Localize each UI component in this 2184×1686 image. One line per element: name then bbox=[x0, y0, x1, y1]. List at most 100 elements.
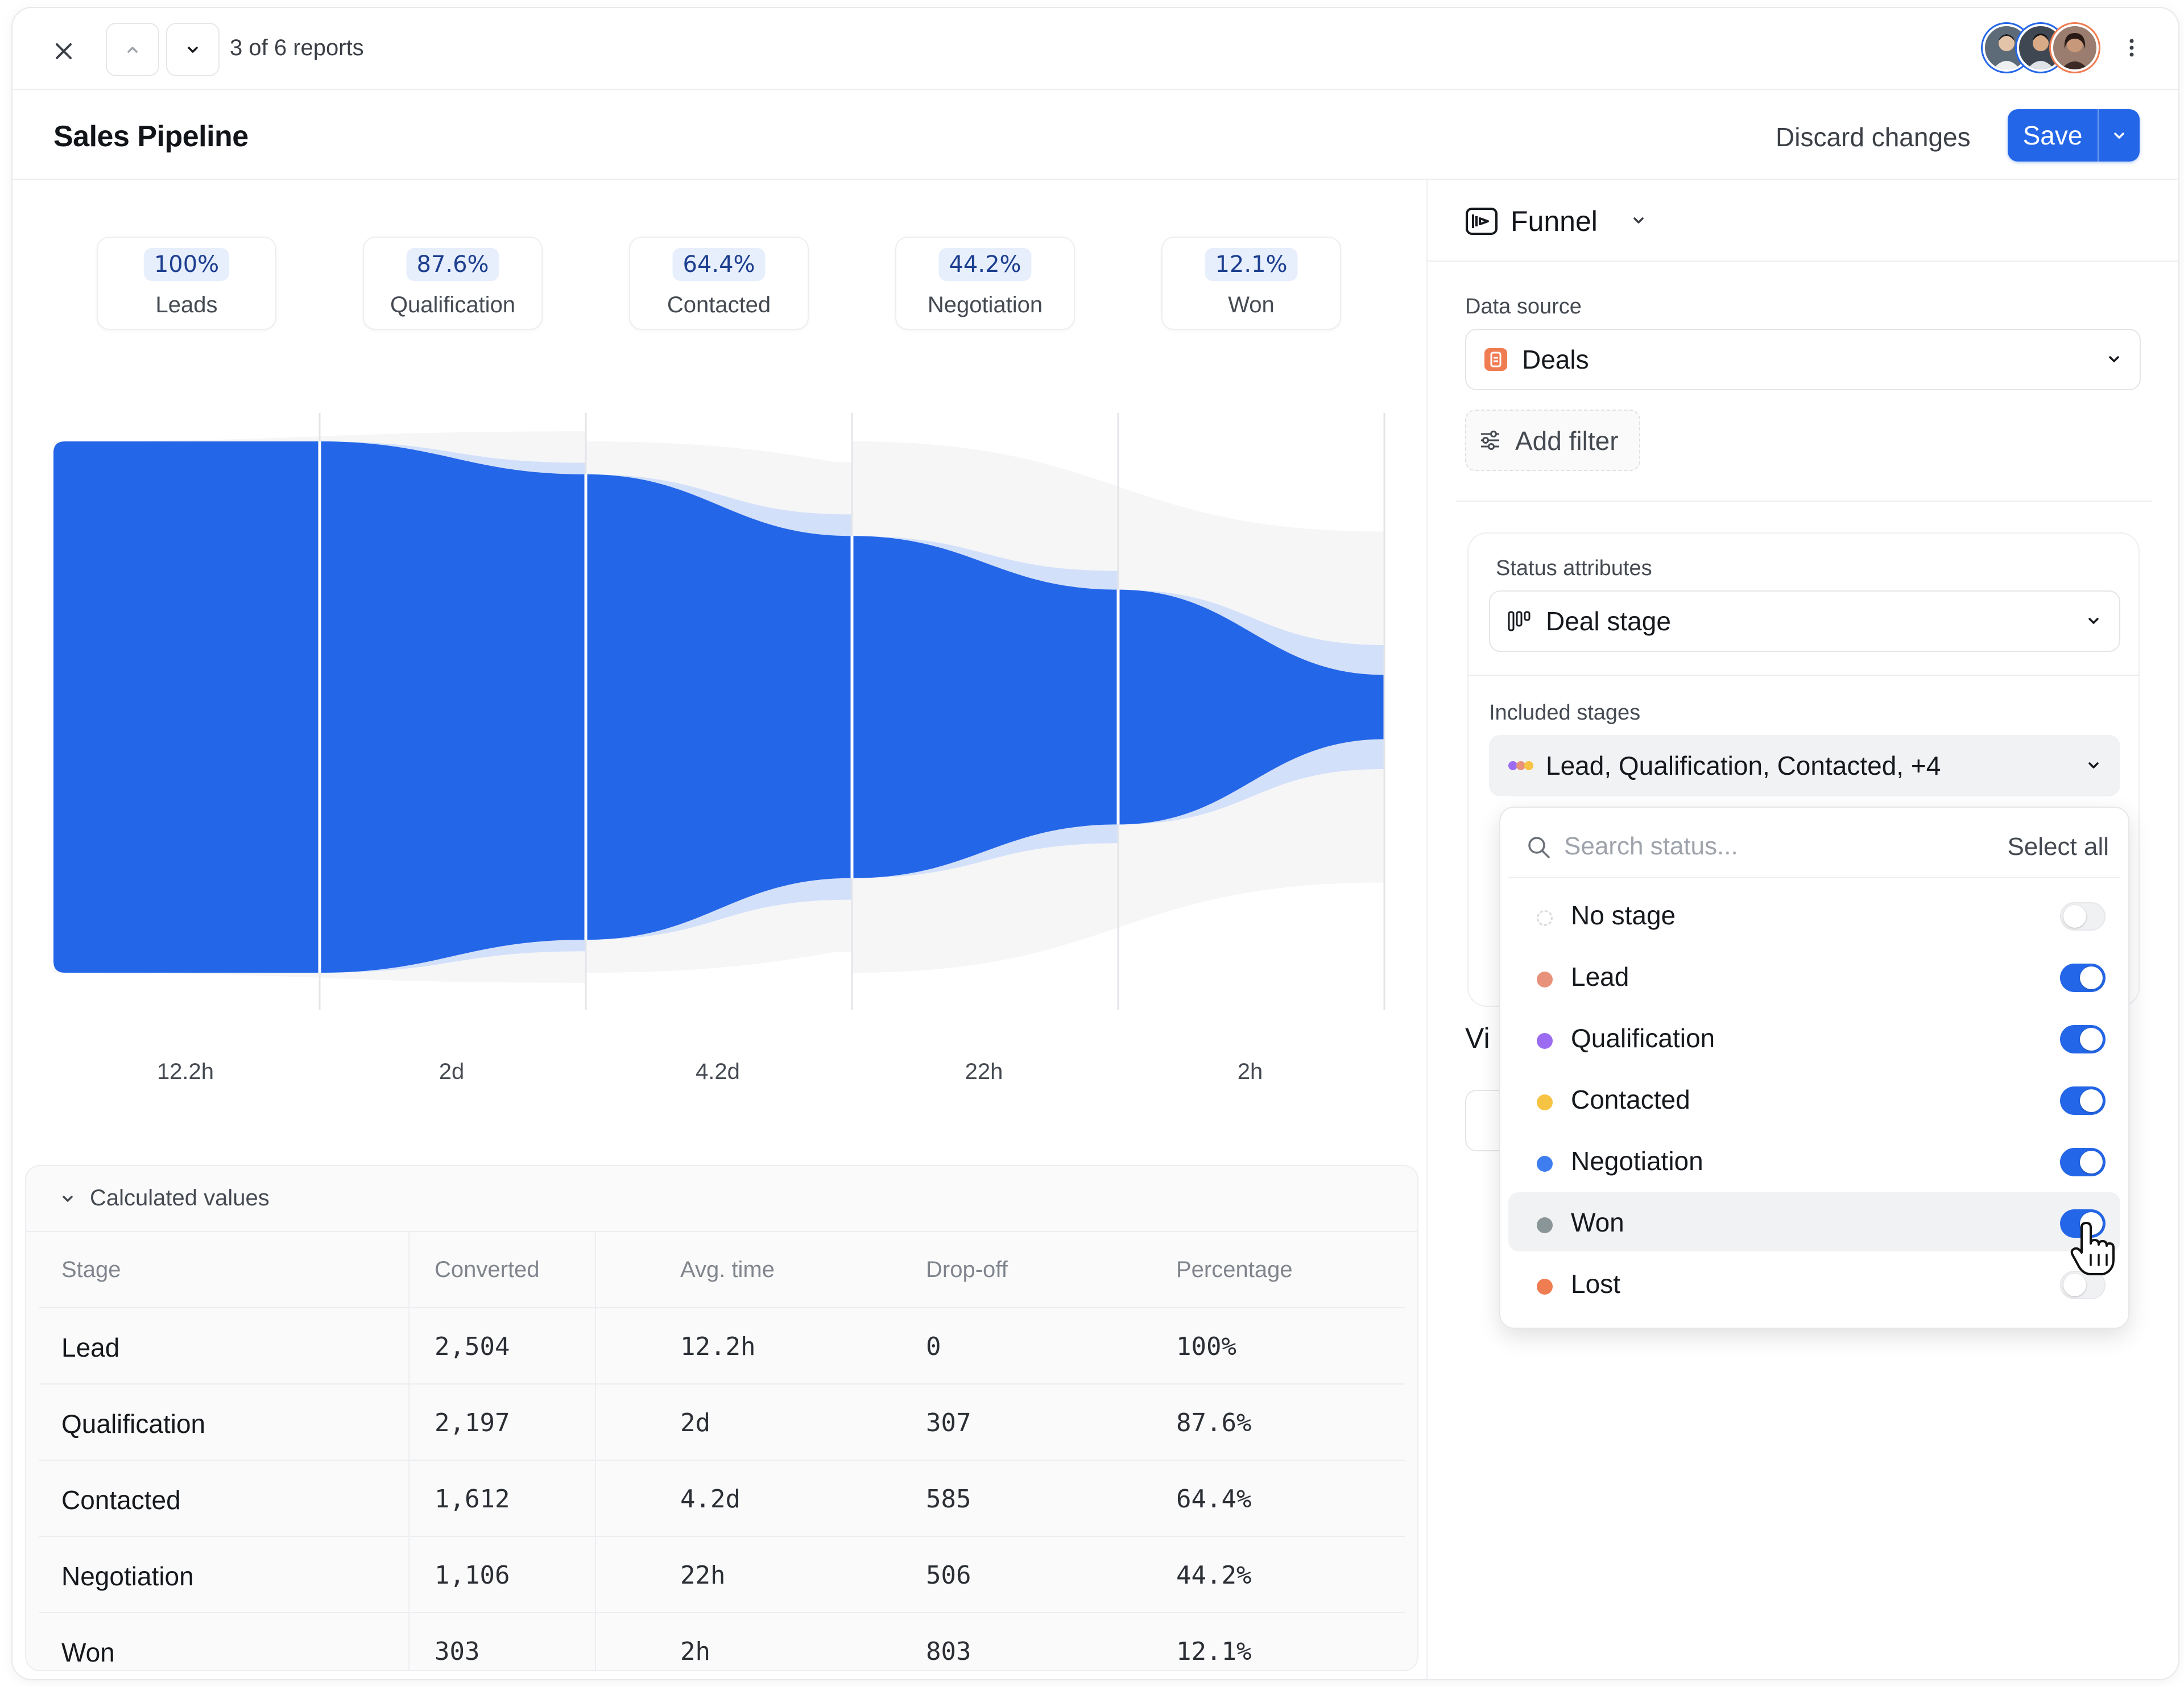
divider bbox=[1469, 675, 2138, 676]
stage-label: Leads bbox=[155, 292, 218, 317]
more-options-button[interactable] bbox=[2115, 31, 2149, 65]
stage-label: Qualification bbox=[390, 292, 516, 317]
collaborator-avatars[interactable] bbox=[1983, 24, 2099, 72]
stage-avg-time-label: 2d bbox=[439, 1059, 465, 1084]
table-cell: 2h bbox=[680, 1637, 710, 1666]
toggle-knob bbox=[2080, 1028, 2103, 1051]
column-divider bbox=[595, 1232, 596, 1670]
table-cell: 506 bbox=[926, 1561, 971, 1590]
column-divider bbox=[408, 1232, 410, 1670]
table-cell: Qualification bbox=[61, 1409, 206, 1439]
divider bbox=[1456, 501, 2152, 502]
stage-avg-time-label: 22h bbox=[965, 1059, 1003, 1084]
data-source-select[interactable]: Deals bbox=[1465, 329, 2141, 390]
add-filter-button[interactable]: Add filter bbox=[1465, 410, 1640, 471]
stage-color-dot bbox=[1537, 1217, 1553, 1233]
select-all-button[interactable]: Select all bbox=[2007, 833, 2109, 861]
table-cell: 803 bbox=[926, 1637, 971, 1666]
stage-option[interactable]: Lead bbox=[1508, 947, 2120, 1006]
table-cell: Lead bbox=[61, 1333, 120, 1362]
stage-option[interactable]: Negotiation bbox=[1508, 1131, 2120, 1190]
table-cell: 1,106 bbox=[435, 1561, 510, 1590]
included-stages-label: Included stages bbox=[1489, 701, 1641, 725]
save-options-button[interactable] bbox=[2098, 109, 2140, 162]
stage-columns-icon bbox=[1508, 611, 1531, 631]
stage-toggle[interactable] bbox=[2060, 902, 2106, 931]
table-cell: Won bbox=[61, 1638, 115, 1667]
settings-panel: Funnel Data source Deals Add filter Stat… bbox=[1426, 180, 2178, 1679]
report-window: 3 of 6 reports Sales Pipeline Discard ch… bbox=[11, 7, 2179, 1680]
table-cell: 0 bbox=[926, 1332, 941, 1361]
stage-option-label: Lost bbox=[1571, 1269, 1620, 1299]
table-row: Qualification 2,197 2d 307 87.6% bbox=[39, 1385, 1405, 1461]
stage-search-input[interactable] bbox=[1563, 832, 1906, 861]
table-row: Won 303 2h 803 12.1% bbox=[39, 1613, 1405, 1670]
table-row: Lead 2,504 12.2h 0 100% bbox=[39, 1308, 1405, 1385]
stage-toggle[interactable] bbox=[2060, 1148, 2106, 1176]
included-stages-value: Lead, Qualification, Contacted, +4 bbox=[1546, 751, 1941, 780]
chevron-down-icon bbox=[2088, 618, 2099, 624]
data-source-value: Deals bbox=[1522, 345, 1589, 374]
toggle-knob bbox=[2063, 1274, 2086, 1296]
column-header: Stage bbox=[61, 1257, 121, 1282]
column-header: Avg. time bbox=[680, 1257, 775, 1282]
stage-option[interactable]: No stage bbox=[1508, 885, 2120, 944]
discard-changes-button[interactable]: Discard changes bbox=[1776, 122, 1971, 152]
stage-option-label: No stage bbox=[1571, 900, 1676, 930]
table-cell: Negotiation bbox=[61, 1561, 194, 1591]
column-header: Drop-off bbox=[926, 1257, 1008, 1282]
chevron-down-icon bbox=[2109, 356, 2119, 362]
stage-option[interactable]: Contacted bbox=[1508, 1069, 2120, 1129]
add-filter-label: Add filter bbox=[1515, 426, 1619, 456]
status-attribute-select[interactable]: Deal stage bbox=[1489, 590, 2120, 652]
stage-label: Contacted bbox=[667, 292, 771, 317]
table-cell: 64.4% bbox=[1176, 1485, 1252, 1514]
stage-option[interactable]: Lost bbox=[1508, 1254, 2120, 1313]
stage-search-row: Select all bbox=[1508, 816, 2120, 878]
report-header: Sales Pipeline Discard changes Save bbox=[13, 90, 2178, 180]
table-cell: 12.1% bbox=[1176, 1637, 1252, 1666]
report-counter: 3 of 6 reports bbox=[230, 35, 364, 60]
toggle-knob bbox=[2063, 905, 2086, 928]
table-row: Contacted 1,612 4.2d 585 64.4% bbox=[39, 1461, 1405, 1537]
stage-label: Won bbox=[1228, 292, 1275, 317]
included-stages-select[interactable]: Lead, Qualification, Contacted, +4 bbox=[1489, 735, 2120, 796]
filter-sliders-icon bbox=[1481, 431, 1499, 450]
stage-avg-time-label: 2h bbox=[1237, 1059, 1263, 1084]
table-cell: 100% bbox=[1176, 1332, 1236, 1361]
stage-toggle[interactable] bbox=[2060, 964, 2106, 992]
toggle-knob bbox=[2080, 1151, 2103, 1173]
chart-type-selector[interactable]: Funnel bbox=[1428, 180, 2178, 262]
save-button[interactable]: Save bbox=[2022, 121, 2083, 150]
calculated-values-title: Calculated values bbox=[90, 1185, 270, 1210]
next-report-button[interactable] bbox=[166, 23, 220, 76]
stage-summary-card: 64.4% Contacted bbox=[629, 237, 809, 330]
stage-color-dot bbox=[1537, 972, 1553, 987]
table-cell: 87.6% bbox=[1176, 1408, 1252, 1437]
stage-toggle[interactable] bbox=[2060, 1086, 2106, 1115]
stage-summary-card: 12.1% Won bbox=[1161, 237, 1341, 330]
stage-percent-badge: 12.1% bbox=[1205, 248, 1298, 281]
stage-summary-card: 100% Leads bbox=[97, 237, 276, 330]
stage-color-dot bbox=[1537, 1094, 1553, 1110]
calculated-values-toggle[interactable]: Calculated values bbox=[26, 1166, 1417, 1232]
previous-report-button[interactable] bbox=[106, 23, 159, 76]
top-bar: 3 of 6 reports bbox=[13, 8, 2178, 90]
deals-icon bbox=[1484, 348, 1507, 371]
stage-toggle[interactable] bbox=[2060, 1025, 2106, 1053]
close-button[interactable] bbox=[41, 28, 86, 74]
stage-percent-badge: 44.2% bbox=[938, 248, 1032, 281]
stage-color-dot bbox=[1537, 1279, 1553, 1295]
table-cell: 585 bbox=[926, 1485, 971, 1514]
stage-option[interactable]: Won bbox=[1508, 1192, 2120, 1251]
table-row: Negotiation 1,106 22h 506 44.2% bbox=[39, 1537, 1405, 1613]
table-cell: 12.2h bbox=[680, 1332, 756, 1361]
stage-option-label: Lead bbox=[1571, 962, 1629, 991]
stage-option[interactable]: Qualification bbox=[1508, 1008, 2120, 1067]
close-icon bbox=[56, 43, 72, 59]
pointer-cursor-icon bbox=[2070, 1222, 2115, 1275]
avatar[interactable] bbox=[2051, 24, 2099, 72]
chevron-down-icon bbox=[63, 1196, 73, 1202]
table-cell: 22h bbox=[680, 1561, 726, 1590]
table-header-row: Stage Converted Avg. time Drop-off Percentag… bbox=[39, 1232, 1405, 1308]
